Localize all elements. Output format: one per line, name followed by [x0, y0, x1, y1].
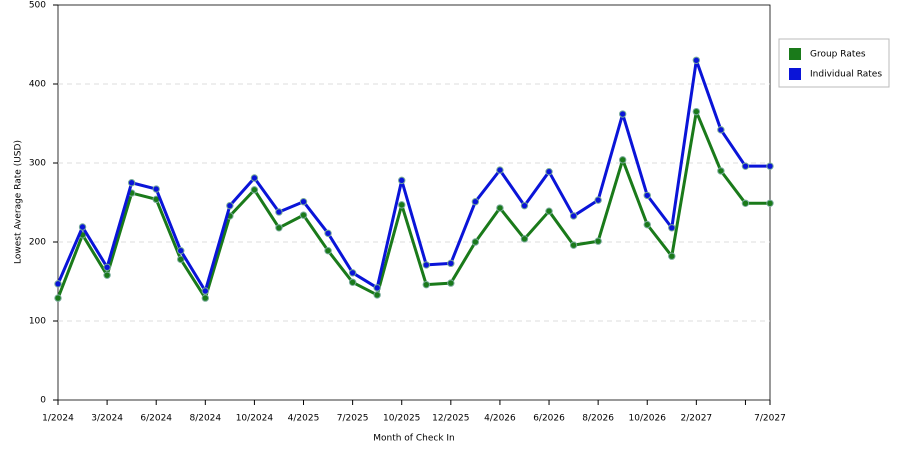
data-point: [545, 207, 553, 215]
data-point: [275, 224, 283, 232]
data-point: [177, 246, 185, 255]
data-point: [201, 287, 210, 295]
data-point: [594, 237, 602, 245]
data-point: [348, 269, 357, 277]
x-tick-label: 10/2024: [236, 414, 274, 424]
data-point: [78, 223, 87, 231]
data-point: [373, 284, 381, 292]
data-point: [324, 229, 332, 238]
data-point: [766, 162, 774, 170]
data-point: [520, 201, 529, 210]
x-axis-label: Month of Check In: [373, 434, 455, 444]
data-point: [741, 199, 750, 207]
series-line: [56, 110, 770, 300]
data-point: [299, 211, 308, 219]
y-tick-label: 100: [29, 317, 46, 327]
data-point: [618, 110, 627, 118]
y-tick-label: 300: [29, 159, 46, 169]
data-point: [348, 278, 357, 286]
data-point: [226, 201, 234, 210]
data-point: [668, 252, 676, 260]
data-point: [152, 185, 160, 193]
data-point: [569, 241, 578, 249]
data-point: [54, 280, 62, 288]
x-tick-label: 1/2024: [42, 414, 74, 424]
data-point: [54, 294, 62, 302]
data-point: [766, 199, 774, 207]
x-tick-label: 6/2024: [140, 414, 172, 424]
data-point: [618, 156, 627, 164]
data-point: [201, 294, 210, 302]
x-tick-label: 7/2025: [337, 414, 369, 424]
data-point: [692, 107, 701, 116]
data-point: [447, 279, 455, 287]
data-point: [103, 263, 111, 271]
x-tick-label: 8/2026: [582, 414, 614, 424]
data-point: [471, 238, 480, 246]
y-tick-label: 500: [29, 1, 46, 11]
data-point: [496, 166, 504, 174]
plot-area: [57, 4, 771, 401]
data-point: [594, 196, 602, 204]
data-point: [250, 174, 259, 182]
data-point: [643, 191, 651, 200]
y-axis-label: Lowest Average Rate (USD): [14, 140, 24, 264]
x-tick-label: 10/2026: [629, 414, 667, 424]
data-point: [520, 235, 529, 243]
data-point: [569, 212, 578, 220]
x-tick-label: 7/2027: [754, 414, 786, 424]
legend-swatch: [789, 68, 801, 80]
data-point: [741, 162, 750, 170]
series-line: [56, 58, 770, 293]
data-point: [692, 56, 701, 64]
data-point: [127, 179, 136, 187]
x-tick-label: 12/2025: [432, 414, 469, 424]
x-tick-label: 4/2026: [484, 414, 516, 424]
x-tick-label: 8/2024: [189, 414, 221, 424]
data-point: [398, 176, 406, 185]
data-point: [496, 204, 504, 212]
x-tick-label: 2/2027: [681, 414, 713, 424]
legend-swatch: [789, 48, 801, 60]
x-tick-label: 3/2024: [91, 414, 123, 424]
data-point: [398, 201, 406, 209]
data-point: [643, 220, 651, 229]
x-tick-label: 6/2026: [533, 414, 565, 424]
data-point: [324, 246, 332, 255]
data-point: [177, 255, 185, 264]
data-point: [668, 224, 676, 232]
x-tick-label: 10/2025: [383, 414, 420, 424]
data-point: [471, 198, 480, 206]
data-point: [422, 261, 430, 269]
data-point: [250, 186, 259, 194]
data-point: [717, 167, 725, 175]
y-tick-label: 200: [29, 238, 46, 248]
data-point: [275, 208, 283, 216]
data-point: [422, 280, 430, 289]
data-point: [373, 291, 381, 299]
y-tick-label: 400: [29, 80, 46, 90]
legend-label: Group Rates: [810, 50, 866, 60]
x-tick-label: 4/2025: [288, 414, 320, 424]
data-point: [545, 167, 553, 176]
legend-label: Individual Rates: [810, 70, 882, 80]
data-point: [103, 271, 111, 279]
data-point: [299, 198, 308, 206]
y-tick-label: 0: [40, 396, 46, 406]
data-point: [447, 259, 455, 268]
data-point: [717, 126, 725, 134]
